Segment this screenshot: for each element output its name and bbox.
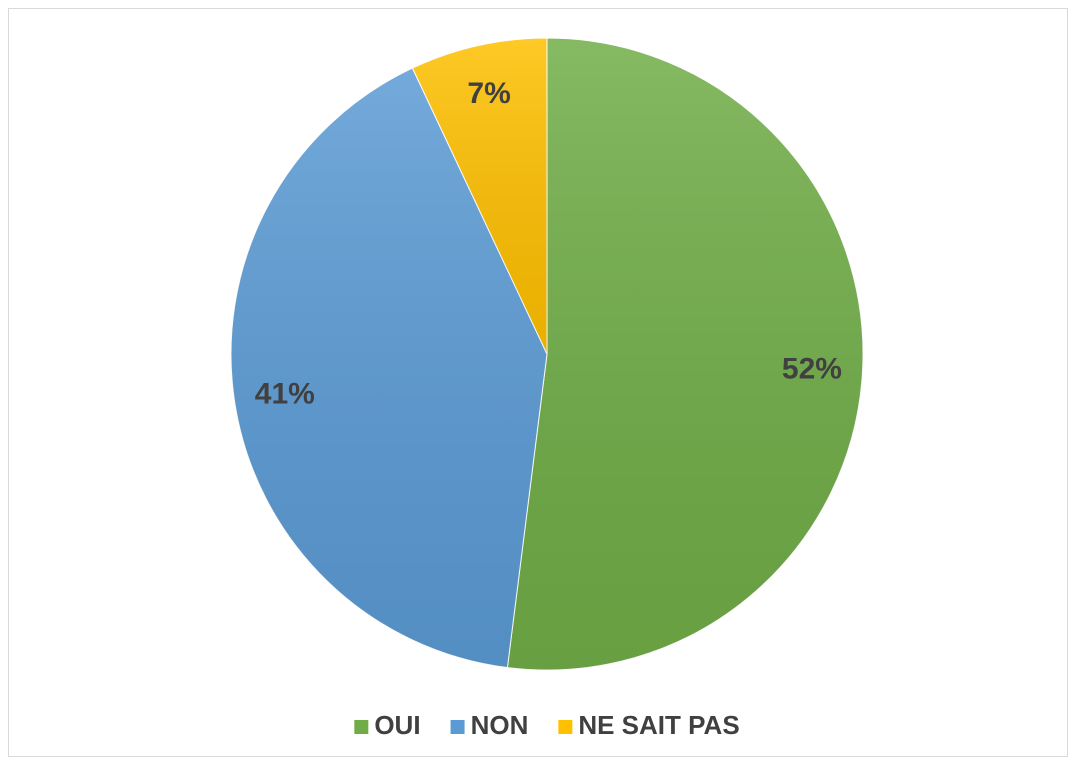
data-label: 41% <box>255 377 315 410</box>
data-label: 7% <box>467 77 510 110</box>
data-label: 52% <box>782 353 842 386</box>
legend-label: OUI <box>374 710 420 740</box>
legend-label: NON <box>471 710 529 740</box>
legend-swatch <box>354 720 369 734</box>
legend-swatch <box>450 720 465 734</box>
legend-swatch <box>558 720 573 734</box>
legend-label: NE SAIT PAS <box>578 710 739 740</box>
